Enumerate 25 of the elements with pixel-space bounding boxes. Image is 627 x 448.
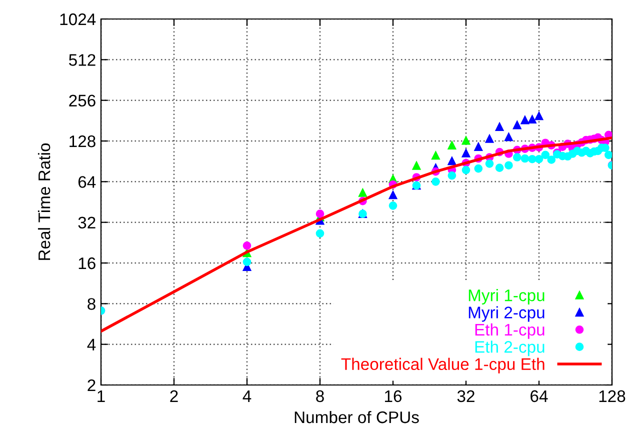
legend-label: Eth 2-cpu <box>475 340 544 356</box>
y-tick-label: 512 <box>69 54 96 66</box>
legend-label: Myri 1-cpu <box>468 288 544 305</box>
x-tick-label: 8 <box>316 390 324 402</box>
legend-label: Eth 1-cpu <box>475 323 544 339</box>
x-tick-label: 32 <box>457 390 474 402</box>
y-tick-label: 128 <box>70 135 96 148</box>
y-tick-label: 16 <box>78 257 96 270</box>
x-tick-label: 64 <box>530 390 548 402</box>
legend-label: Myri 2-cpu <box>468 306 544 322</box>
y-tick-label: 4 <box>87 338 96 350</box>
y-tick-label: 8 <box>88 298 96 310</box>
y-tick-label: 2 <box>88 379 96 392</box>
y-tick-label: 32 <box>78 216 96 229</box>
x-tick-label: 16 <box>385 390 402 402</box>
x-tick-label: 4 <box>242 390 252 402</box>
x-axis-title: Number of CPUs <box>294 410 419 424</box>
y-axis-title: Real Time Ratio <box>38 143 50 260</box>
x-tick-label: 2 <box>170 390 178 402</box>
x-tick-label: 128 <box>599 390 626 402</box>
y-tick-label: 64 <box>78 176 96 188</box>
y-tick-label: 1024 <box>60 13 96 26</box>
legend-label: Theoretical Value 1-cpu Eth <box>341 358 544 374</box>
x-tick-label: 1 <box>98 390 105 402</box>
y-tick-label: 256 <box>69 94 96 107</box>
